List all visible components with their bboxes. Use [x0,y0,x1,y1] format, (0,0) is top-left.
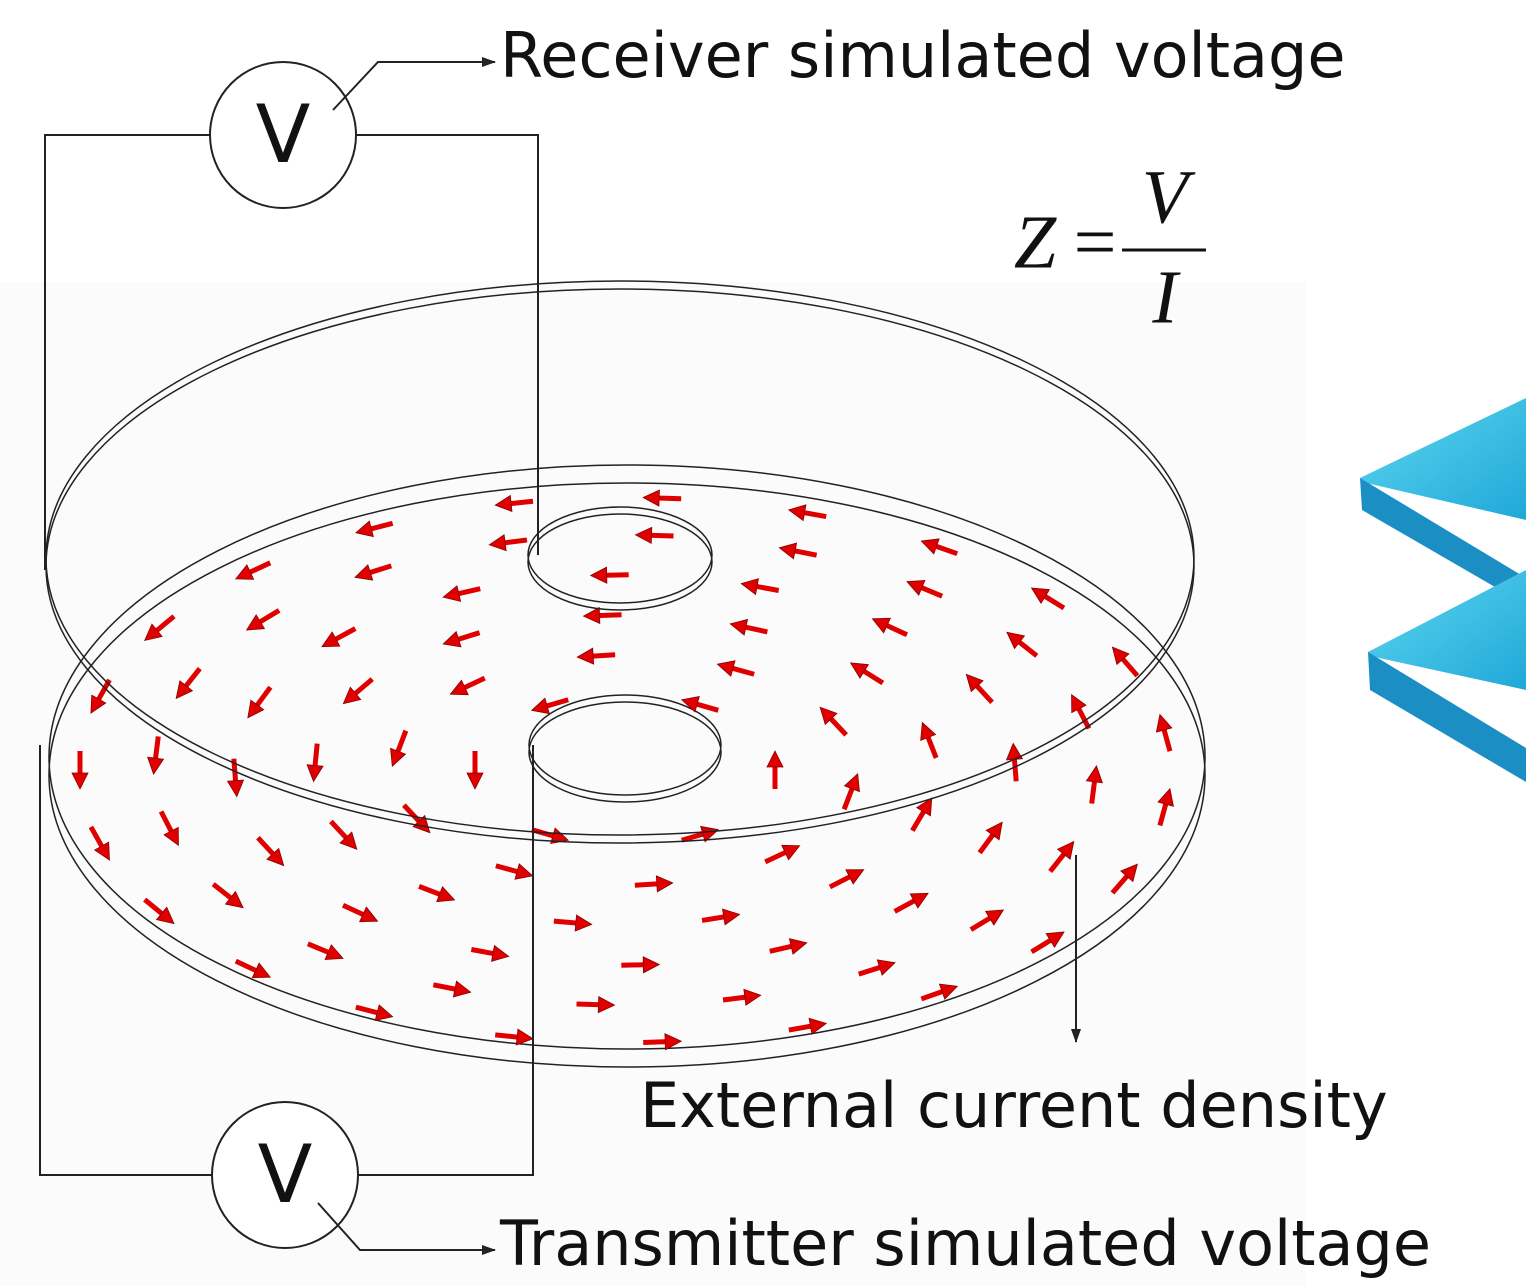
receiver-label: Receiver simulated voltage [500,19,1346,92]
transmitter-label: Transmitter simulated voltage [499,1207,1431,1280]
formula-denominator: I [1151,255,1181,339]
plates [1360,398,1526,782]
formula-numerator: V [1142,155,1196,239]
diagram: V Receiver simulated voltage V Transmitt… [0,0,1526,1286]
formula-lhs: Z [1014,200,1057,284]
formula-equals: = [1074,200,1117,284]
transmitter-meter: V [258,1128,313,1221]
receiver-meter: V [256,88,311,181]
annotation: External current density [640,1069,1388,1142]
